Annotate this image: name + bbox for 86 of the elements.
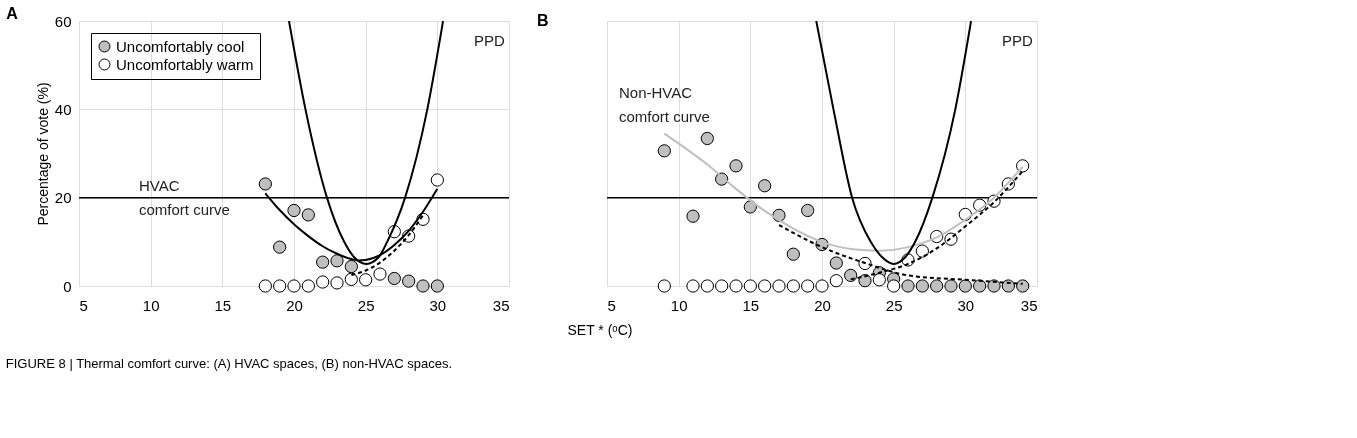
point	[872, 273, 886, 287]
point	[887, 279, 901, 293]
x-tick-label: 20	[814, 296, 831, 314]
point	[743, 200, 757, 214]
point	[786, 247, 800, 261]
point	[373, 267, 387, 281]
point	[944, 279, 958, 293]
point	[772, 279, 786, 293]
point	[715, 279, 729, 293]
y-tick-label: 0	[63, 277, 72, 295]
y-tick-label: 20	[54, 189, 72, 207]
point	[287, 203, 301, 218]
x-tick-label: 35	[1020, 296, 1038, 314]
point	[1016, 159, 1030, 173]
point	[316, 275, 330, 289]
x-tick-label: 10	[670, 296, 688, 314]
point	[657, 144, 671, 158]
point	[330, 254, 344, 268]
point	[944, 232, 958, 246]
point	[815, 279, 829, 293]
x-tick-label: 10	[142, 296, 160, 314]
point	[273, 279, 287, 293]
x-tick-label: 20	[286, 296, 303, 314]
point	[344, 259, 358, 274]
point	[258, 177, 272, 191]
point	[930, 279, 944, 293]
x-tick-label: 5	[79, 296, 88, 314]
point	[987, 279, 1001, 293]
y-tick-label: 60	[54, 12, 72, 30]
point	[758, 179, 772, 193]
y-tick-label: 40	[54, 100, 72, 118]
point	[729, 159, 743, 173]
point	[786, 279, 800, 293]
point	[430, 279, 444, 293]
annotation: HVAC comfort curve	[139, 177, 230, 218]
point	[301, 279, 315, 293]
point	[402, 274, 416, 288]
point	[316, 255, 330, 269]
point	[829, 256, 843, 270]
legend-label: Uncomfortably cool	[116, 37, 245, 55]
point	[258, 279, 272, 293]
point	[387, 271, 401, 286]
point	[686, 279, 700, 293]
x-tick-label: 15	[214, 296, 232, 314]
chart-title: B	[537, 12, 549, 29]
point	[1016, 279, 1030, 293]
point	[901, 279, 915, 293]
x-axis-title: SET * (ᵒC)	[567, 321, 633, 338]
x-tick-label: 35	[492, 296, 510, 314]
point	[430, 173, 444, 187]
point	[973, 279, 987, 293]
y-axis-title: Percentage of vote (%)	[34, 82, 51, 226]
annotation: Non-HVAC comfort curve	[619, 84, 710, 125]
caption: FIGURE 8 | Thermal comfort curve: (A) HVAC spaces, (B) non-HVAC spaces.	[5, 355, 453, 371]
point	[1001, 279, 1015, 293]
point	[758, 279, 772, 293]
point	[344, 272, 358, 286]
x-tick-label: 5	[607, 296, 616, 314]
point	[844, 268, 858, 283]
point	[700, 279, 714, 293]
point	[657, 279, 671, 293]
chart-title: A	[6, 5, 19, 22]
x-tick-label: 30	[957, 296, 975, 314]
point	[273, 240, 287, 254]
point	[729, 279, 743, 293]
x-tick-label: 30	[429, 296, 447, 314]
point	[958, 279, 972, 293]
point	[915, 244, 929, 258]
legend-label: Uncomfortably warm	[116, 55, 254, 73]
point	[330, 276, 344, 290]
annotation: PPD	[474, 32, 506, 49]
point	[287, 279, 301, 293]
annotation: PPD	[1002, 32, 1034, 49]
point	[801, 203, 815, 218]
point	[686, 209, 700, 223]
point	[743, 279, 757, 293]
point	[915, 279, 929, 293]
x-tick-label: 15	[742, 296, 760, 314]
point	[416, 279, 430, 293]
x-tick-label: 25	[357, 296, 375, 314]
point	[359, 273, 373, 287]
point	[700, 131, 714, 146]
point	[801, 279, 815, 293]
point	[829, 274, 843, 288]
point	[301, 208, 315, 222]
x-tick-label: 25	[885, 296, 903, 314]
